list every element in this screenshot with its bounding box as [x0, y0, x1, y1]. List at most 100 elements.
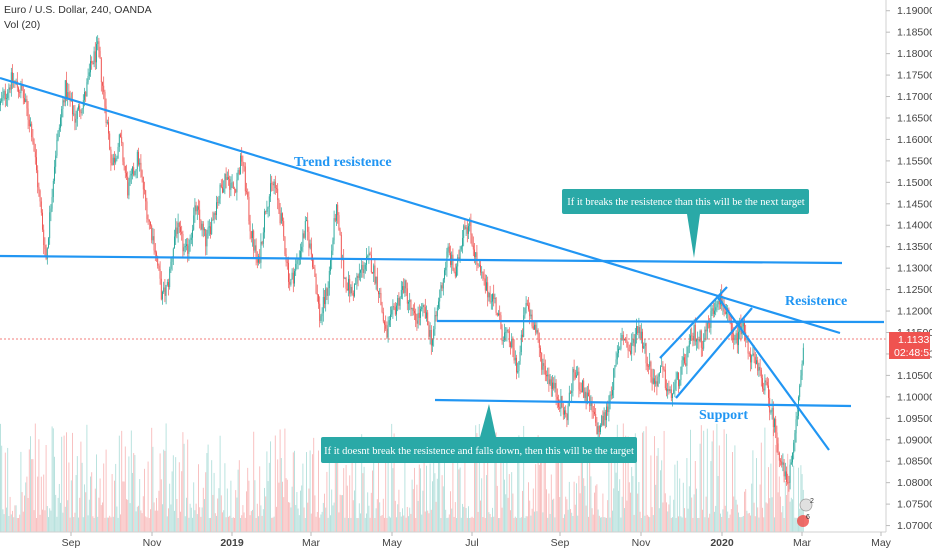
- volume-bar: [387, 443, 389, 532]
- candle-body: [280, 213, 282, 224]
- candle-body: [380, 293, 382, 306]
- pattern-markers[interactable]: 2 6: [797, 498, 814, 527]
- volume-bar: [639, 511, 641, 532]
- channel-upper-line[interactable]: [659, 286, 728, 359]
- time-axis[interactable]: Sep Nov 2019 Mar May Jul Sep Nov 2020 Mar May: [0, 531, 892, 549]
- volume-bar: [652, 515, 654, 532]
- volume-bar: [540, 449, 541, 532]
- candle-body: [63, 100, 65, 103]
- candle-body: [156, 252, 157, 256]
- candle-body: [363, 269, 365, 273]
- candle-body: [774, 418, 775, 428]
- volume-bar: [514, 516, 516, 532]
- candle-body: [679, 380, 681, 387]
- candle-body: [556, 396, 558, 400]
- volume-bar: [418, 464, 420, 532]
- candle-body: [273, 181, 275, 186]
- volume-bar: [384, 517, 385, 532]
- volume-bar: [421, 514, 423, 532]
- volume-bar: [182, 432, 184, 532]
- candle-body: [615, 359, 617, 366]
- pattern-marker-icon[interactable]: [797, 515, 809, 527]
- candle-body: [190, 237, 192, 241]
- volume-bar: [25, 482, 27, 532]
- candle-body: [43, 229, 45, 246]
- candle-body: [206, 233, 208, 247]
- volume-bar: [36, 517, 37, 532]
- candle-body: [348, 278, 349, 291]
- candle-body: [529, 309, 531, 317]
- volume-bar: [506, 454, 508, 532]
- volume-bar: [612, 510, 613, 532]
- candle-body: [474, 249, 475, 258]
- volume-bar: [594, 492, 595, 532]
- volume-bar: [499, 517, 501, 532]
- volume-bar: [159, 453, 161, 532]
- candle-body: [492, 293, 493, 302]
- price-axis[interactable]: 1.19000 1.18500 1.18000 1.17500 1.17000 1.165…: [885, 0, 932, 532]
- candle-body: [204, 229, 205, 231]
- candle-body: [238, 170, 240, 175]
- candle-body: [268, 196, 270, 207]
- volume-bar: [660, 470, 661, 532]
- candle-body: [507, 329, 509, 331]
- candle-body: [711, 308, 713, 311]
- candle-body: [218, 198, 220, 204]
- volume-bar: [24, 495, 25, 532]
- candle-body: [301, 246, 303, 252]
- support-line[interactable]: [434, 398, 852, 408]
- volume-bar: [32, 459, 34, 532]
- volume-bar: [28, 449, 30, 532]
- volume-bar: [643, 431, 645, 532]
- candle-body: [721, 293, 723, 307]
- volume-bar: [90, 476, 91, 532]
- volume-bar: [663, 430, 665, 532]
- volume-bar: [280, 458, 282, 532]
- volume-bar: [270, 441, 271, 532]
- volume-bar: [76, 456, 78, 532]
- volume-bar: [651, 507, 653, 532]
- candle-body: [118, 134, 120, 147]
- candle-body: [710, 310, 712, 328]
- candle-body: [649, 361, 651, 367]
- candle-body: [669, 389, 671, 392]
- callout-bottom-box: [321, 404, 637, 463]
- volume-bar: [318, 450, 319, 532]
- candle-body: [376, 276, 378, 292]
- volume-indicator-title[interactable]: Vol (20): [4, 19, 41, 31]
- candle-body: [229, 178, 231, 190]
- volume-bar: [438, 449, 439, 532]
- trend-resistance-line[interactable]: [0, 76, 841, 335]
- callout-bottom[interactable]: If it doesnt break the resistence and fa…: [321, 404, 637, 463]
- drawing-layer[interactable]: [0, 76, 885, 451]
- candle-body: [672, 393, 673, 399]
- pattern-marker-icon[interactable]: [799, 498, 813, 512]
- resistance-line[interactable]: [436, 319, 885, 324]
- volume-bar: [61, 436, 63, 532]
- callout-top[interactable]: If it breaks the resistence than this wi…: [562, 189, 809, 258]
- candle-body: [775, 418, 777, 433]
- candle-body: [726, 311, 727, 314]
- volume-bar: [254, 480, 256, 532]
- volume-bar: [482, 517, 484, 532]
- volume-bars: [0, 423, 804, 532]
- breakdown-line[interactable]: [716, 295, 830, 451]
- volume-bar: [666, 502, 667, 532]
- candle-body: [799, 385, 801, 397]
- candle-body: [14, 80, 16, 82]
- symbol-title[interactable]: Euro / U.S. Dollar, 240, OANDA: [4, 4, 152, 16]
- candle-body: [738, 331, 739, 346]
- candle-body: [379, 293, 381, 295]
- candle-body: [62, 100, 64, 109]
- candle-body: [696, 339, 697, 342]
- candle-body: [22, 90, 24, 99]
- horizontal-resistance-line[interactable]: [0, 254, 843, 265]
- candle-body: [66, 80, 67, 99]
- candle-body: [355, 283, 357, 285]
- volume-bar: [116, 506, 118, 532]
- channel-lower-line[interactable]: [675, 307, 753, 399]
- candle-body: [15, 81, 17, 82]
- volume-bar: [446, 517, 448, 532]
- candle-body: [310, 243, 312, 255]
